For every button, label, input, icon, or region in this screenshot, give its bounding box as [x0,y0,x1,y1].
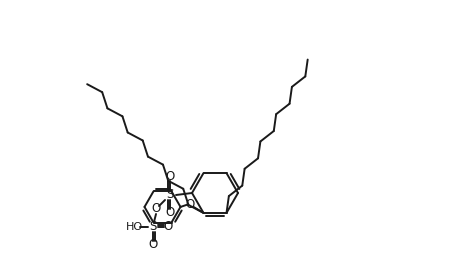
Text: S: S [166,189,174,201]
Text: O: O [148,238,158,251]
Text: HO: HO [125,222,143,232]
Text: O: O [166,171,174,184]
Text: O: O [166,206,174,219]
Text: O: O [163,221,173,233]
Text: S: S [149,221,157,233]
Text: O: O [151,203,160,216]
Text: O: O [186,198,195,211]
